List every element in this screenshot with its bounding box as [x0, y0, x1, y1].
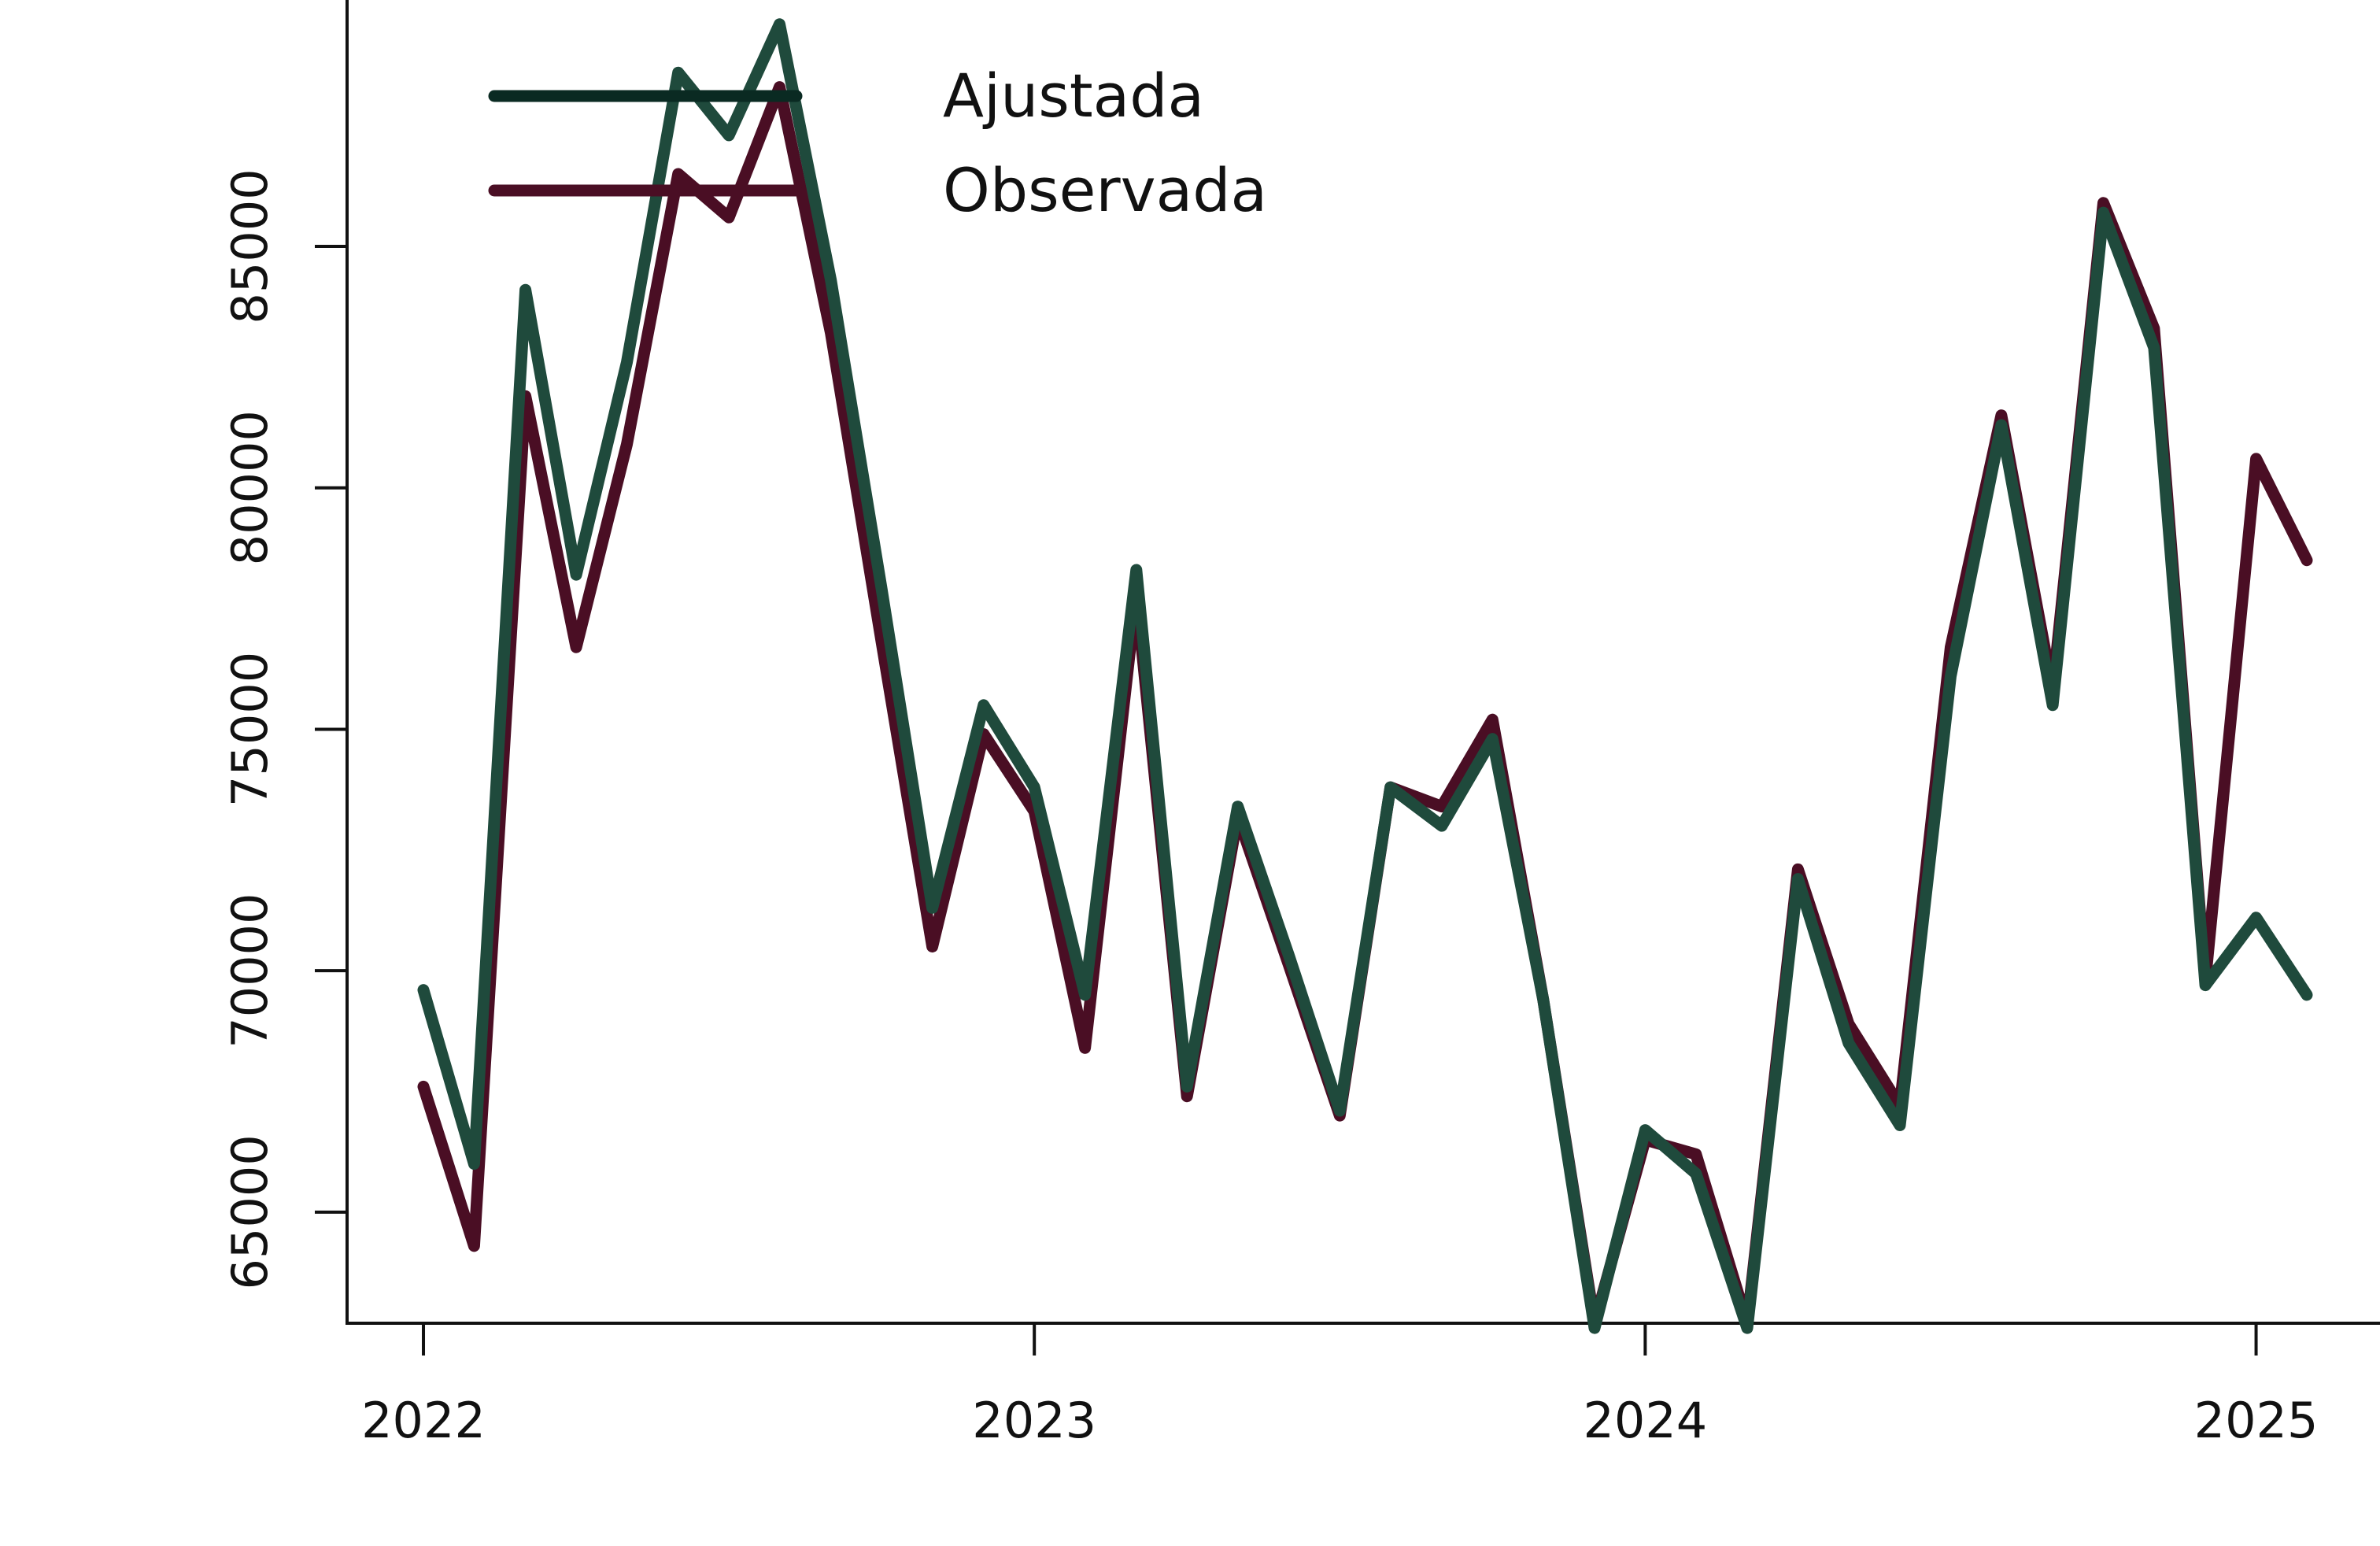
- y-tick-label: 70000: [221, 893, 279, 1049]
- legend: Ajustada Observada: [488, 61, 1267, 225]
- x-axis: 2022 2023 2024 2025: [361, 1323, 2318, 1449]
- plot-frame: [346, 0, 2380, 1325]
- legend-label-ajustada: Ajustada: [943, 61, 1204, 131]
- y-axis: 65000 70000 75000 80000 85000: [221, 168, 347, 1290]
- x-tick-label: 2024: [1583, 1392, 1707, 1449]
- series-line-observada: [417, 81, 2313, 1330]
- x-tick-label: 2025: [2194, 1392, 2319, 1449]
- series-layer: [417, 18, 2313, 1334]
- x-tick-label: 2023: [972, 1392, 1096, 1449]
- y-tick-label: 75000: [221, 652, 279, 807]
- y-tick-label: 65000: [221, 1134, 279, 1289]
- y-tick-label: 85000: [221, 168, 279, 324]
- y-tick-label: 80000: [221, 410, 279, 565]
- series-line-ajustada: [417, 18, 2313, 1334]
- x-tick-label: 2022: [361, 1392, 486, 1449]
- legend-label-observada: Observada: [943, 155, 1267, 225]
